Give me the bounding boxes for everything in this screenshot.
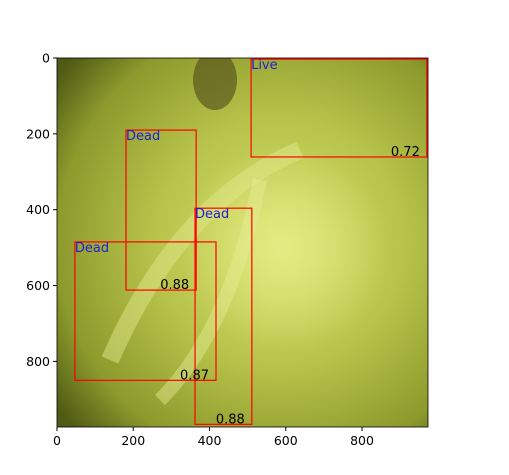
box-score: 0.88	[160, 278, 189, 293]
box-label: Dead	[126, 129, 160, 144]
y-tick-label: 0	[42, 51, 50, 66]
x-tick-label: 0	[53, 433, 61, 448]
box-label: Dead	[75, 241, 109, 256]
y-tick-label: 200	[26, 126, 50, 141]
bounding-box	[250, 58, 428, 158]
box-label: Dead	[195, 207, 229, 222]
x-tick-label: 400	[198, 433, 222, 448]
box-score: 0.88	[216, 412, 245, 427]
image	[57, 58, 428, 427]
x-tick-label: 800	[350, 433, 374, 448]
x-tick-label: 200	[121, 433, 145, 448]
y-tick-label: 800	[26, 354, 50, 369]
x-tick-label: 600	[274, 433, 298, 448]
y-tick-label: 600	[26, 278, 50, 293]
box-score: 0.72	[391, 145, 420, 160]
bounding-box	[74, 241, 217, 381]
box-score: 0.87	[180, 368, 209, 383]
bounding-box	[125, 129, 197, 291]
axes-frame	[56, 57, 429, 428]
box-label: Live	[251, 58, 278, 73]
bounding-box	[194, 207, 253, 425]
y-tick-label: 400	[26, 202, 50, 217]
